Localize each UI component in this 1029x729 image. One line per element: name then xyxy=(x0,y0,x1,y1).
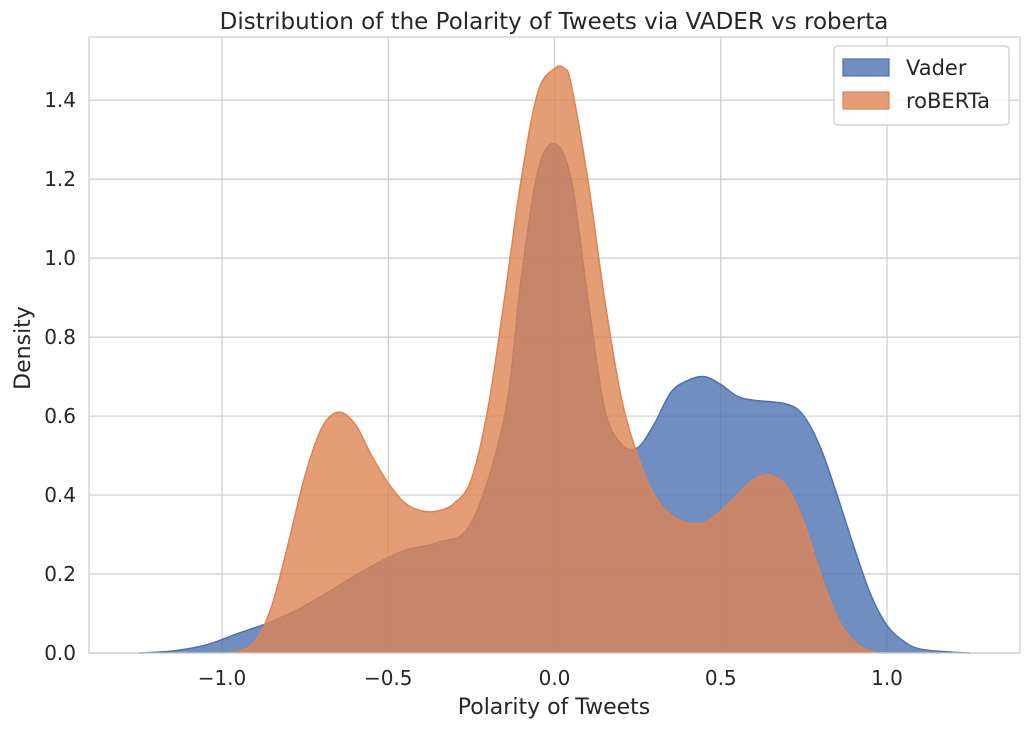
legend-label: roBERTa xyxy=(906,89,990,113)
line-roberta xyxy=(221,65,888,654)
y-tick-label: 0.8 xyxy=(44,325,76,349)
density-areas xyxy=(138,65,971,654)
x-tick-label: −1.0 xyxy=(198,666,247,690)
x-tick-label: 1.0 xyxy=(871,666,903,690)
chart-title: Distribution of the Polarity of Tweets v… xyxy=(220,9,889,35)
legend-label: Vader xyxy=(906,56,967,80)
x-tick-label: 0.5 xyxy=(705,666,737,690)
legend-swatch xyxy=(842,91,890,110)
x-tick-labels: −1.0 −0.5 0.0 0.5 1.0 xyxy=(198,666,903,690)
y-axis-label: Density xyxy=(11,306,36,390)
area-roberta xyxy=(222,66,887,653)
y-tick-label: 0.6 xyxy=(44,404,76,428)
x-tick-label: −0.5 xyxy=(364,666,413,690)
y-tick-label: 1.4 xyxy=(44,88,76,112)
y-tick-labels: 0.0 0.2 0.4 0.6 0.8 1.0 1.2 1.4 xyxy=(44,88,76,665)
legend: Vader roBERTa xyxy=(833,45,1010,126)
legend-swatch xyxy=(842,58,890,77)
y-tick-label: 1.2 xyxy=(44,167,76,191)
x-axis-label: Polarity of Tweets xyxy=(458,695,650,720)
y-tick-label: 0.0 xyxy=(44,641,76,665)
plot-frame xyxy=(88,36,1021,654)
x-tick-label: 0.0 xyxy=(539,666,571,690)
y-tick-label: 1.0 xyxy=(44,246,76,270)
y-tick-label: 0.2 xyxy=(44,562,76,586)
y-tick-label: 0.4 xyxy=(44,483,76,507)
